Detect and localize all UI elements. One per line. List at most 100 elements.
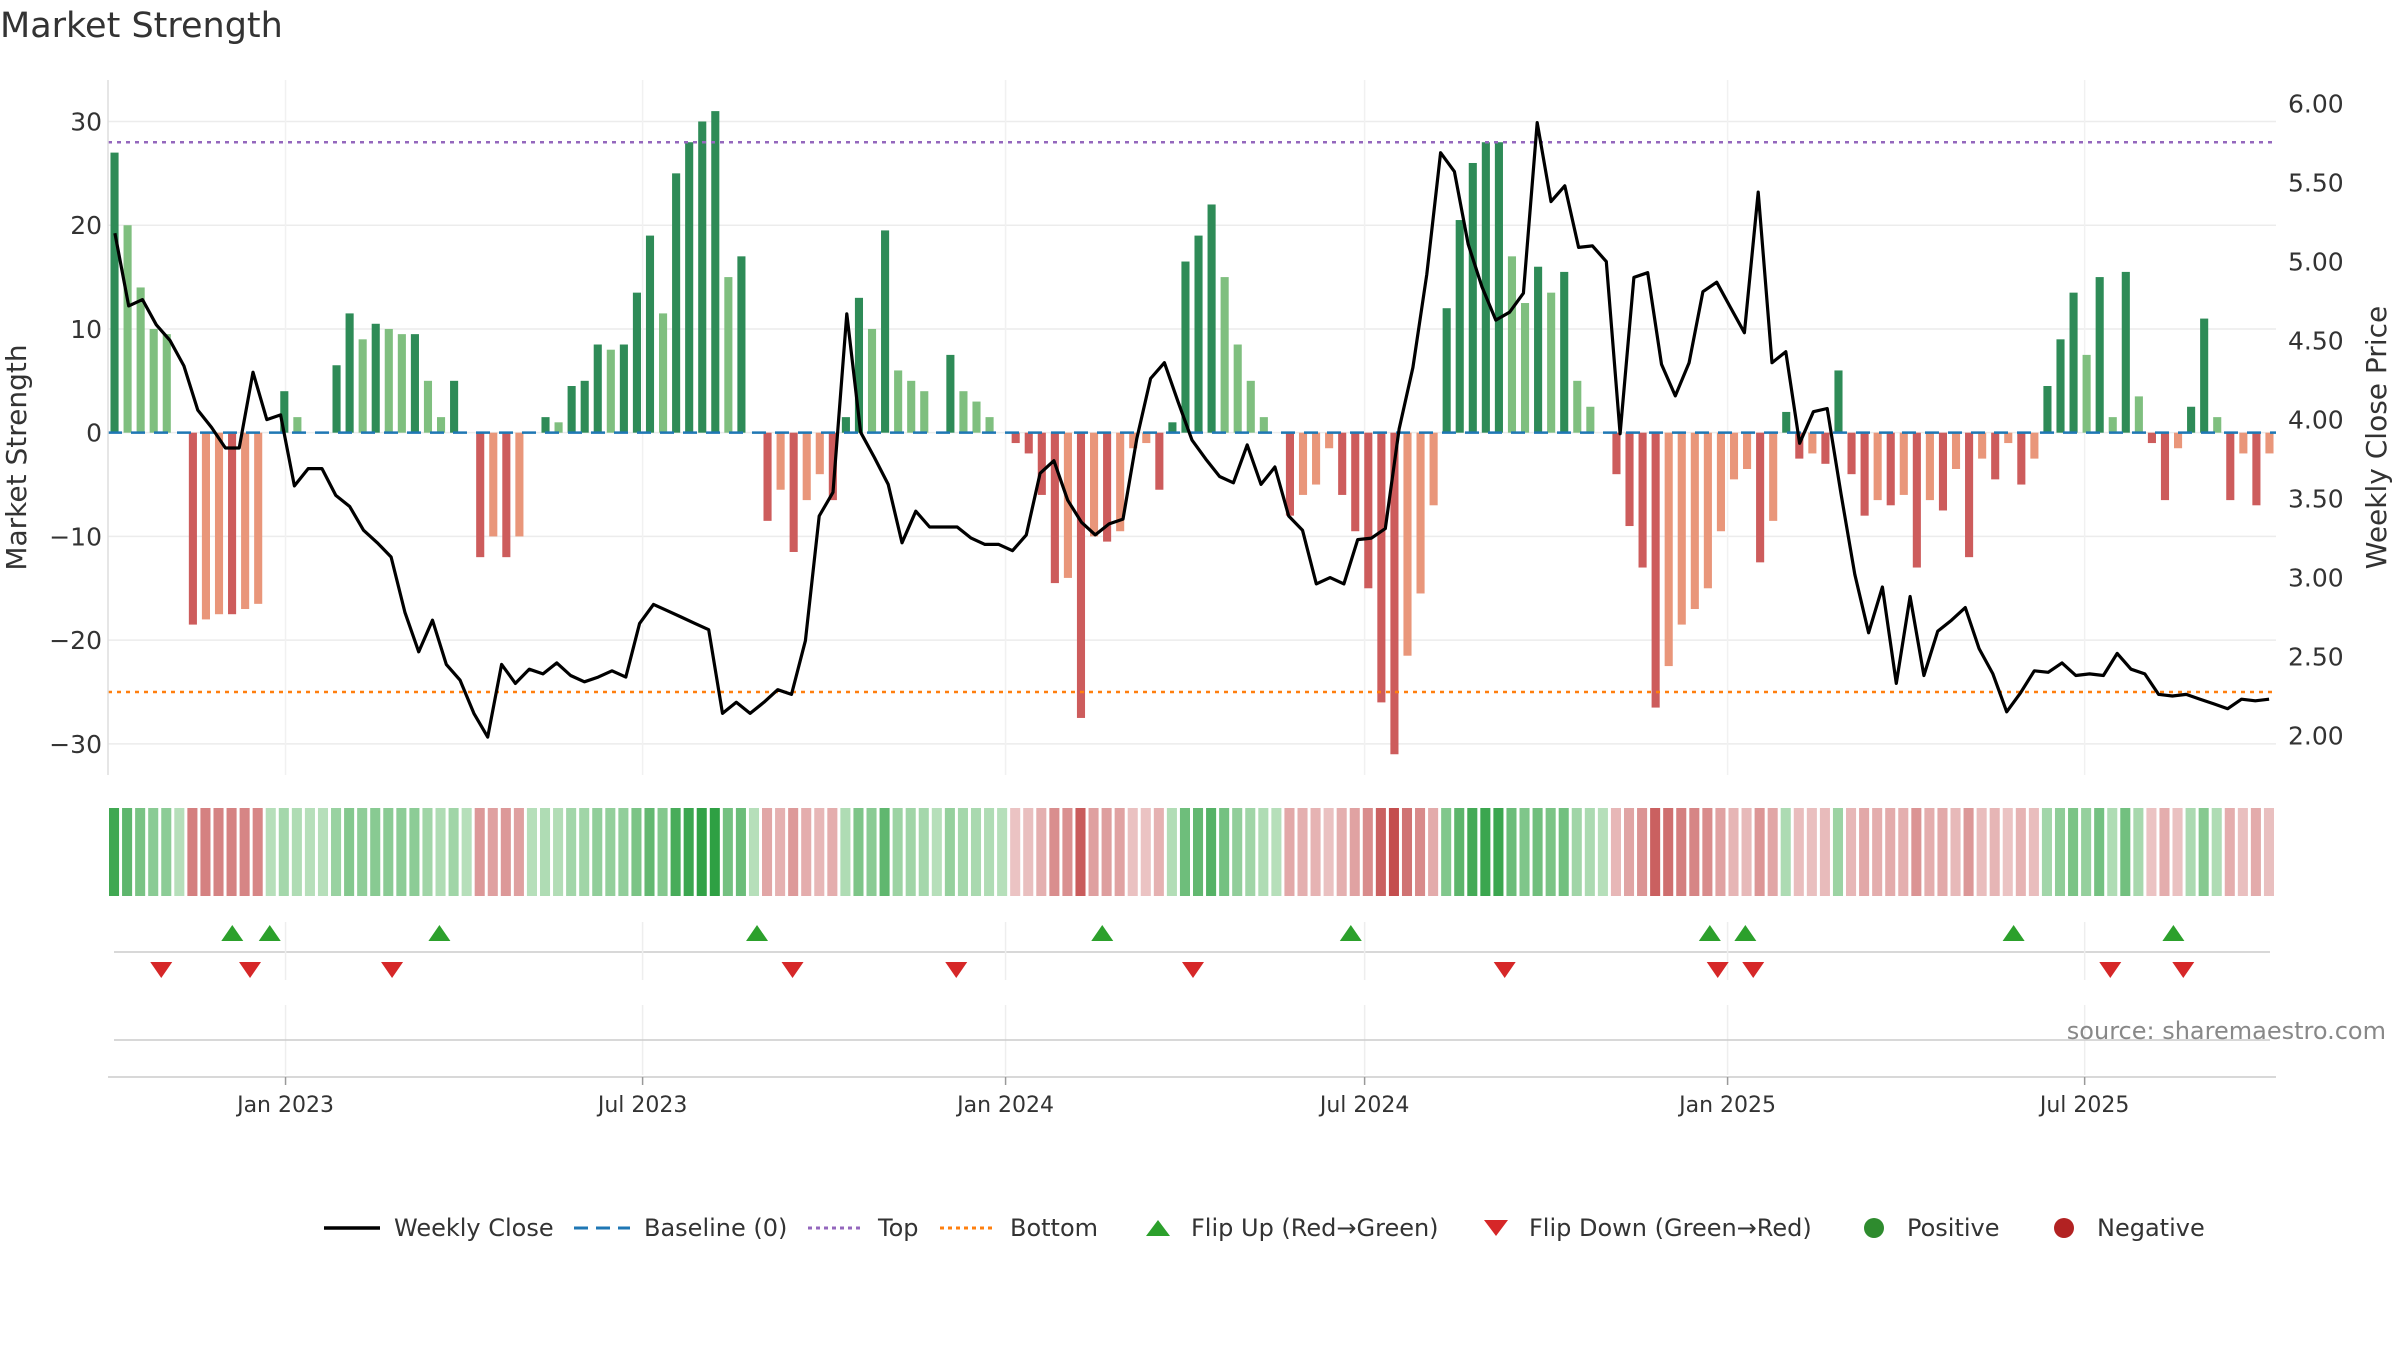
heat-cell bbox=[1271, 808, 1282, 896]
heat-cell bbox=[2146, 808, 2157, 896]
heat-cell bbox=[931, 808, 942, 896]
strength-bar bbox=[228, 432, 237, 615]
flip-up-marker bbox=[258, 925, 281, 941]
strength-bar bbox=[606, 349, 615, 433]
strength-bar bbox=[972, 401, 981, 433]
legend-circle-icon bbox=[1864, 1218, 1884, 1238]
strength-bar bbox=[1129, 432, 1138, 449]
strength-bar bbox=[1168, 422, 1177, 433]
weekly-close-line bbox=[113, 120, 2270, 739]
strength-bar bbox=[515, 432, 524, 537]
heat-cell bbox=[1219, 808, 1230, 896]
source-label: source: sharemaestro.com bbox=[2066, 1017, 2386, 1045]
heat-cell bbox=[1336, 808, 1347, 896]
strength-bar bbox=[815, 432, 824, 475]
strength-bar bbox=[1938, 432, 1948, 511]
heat-cell bbox=[1950, 808, 1961, 896]
strength-bar bbox=[489, 432, 498, 537]
strength-bar bbox=[2213, 417, 2222, 433]
legend-dotted-icon bbox=[940, 1226, 996, 1230]
strength-bar bbox=[1142, 432, 1151, 444]
y-left-tick-label: 0 bbox=[86, 419, 102, 448]
heat-cell bbox=[1702, 808, 1713, 896]
heat-cell bbox=[1898, 808, 1909, 896]
strength-bar bbox=[841, 417, 850, 433]
heat-cell bbox=[1193, 808, 1204, 896]
flip-up-marker bbox=[428, 925, 451, 941]
y-left-axis-title: Market Strength bbox=[0, 344, 33, 570]
heat-cell bbox=[1153, 808, 1164, 896]
legend-item: Top bbox=[806, 1208, 919, 1248]
flip-down-marker bbox=[1706, 962, 1729, 978]
strength-bar bbox=[1390, 432, 1399, 755]
strength-bar bbox=[672, 173, 681, 433]
legend-label: Baseline (0) bbox=[644, 1214, 788, 1242]
heat-cell bbox=[422, 808, 433, 896]
strength-bar bbox=[1782, 411, 1791, 433]
strength-bar bbox=[1586, 406, 1595, 433]
heat-cell bbox=[1206, 808, 1217, 896]
strength-bar bbox=[123, 225, 132, 433]
heat-cell bbox=[1401, 808, 1413, 896]
heat-cell bbox=[853, 808, 864, 896]
strength-bar bbox=[1220, 277, 1229, 433]
y-right-axis-title: Weekly Close Price bbox=[2360, 306, 2393, 569]
heat-cell bbox=[2237, 808, 2248, 896]
strength-bar bbox=[384, 328, 393, 433]
strength-bar bbox=[1560, 271, 1569, 433]
strength-bar bbox=[1625, 432, 1634, 527]
legend-dotted-icon bbox=[808, 1226, 864, 1230]
heat-cell bbox=[474, 808, 485, 896]
heat-cell bbox=[148, 808, 159, 896]
strength-bar bbox=[476, 432, 485, 558]
heat-cell bbox=[1388, 808, 1399, 896]
strength-bar bbox=[2252, 432, 2261, 506]
heat-cell bbox=[1584, 808, 1595, 896]
axes: 30 20 10 0 −10 −20 −30 6.00 5.50 5.00 4.50 4.00 3.50… bbox=[0, 80, 2393, 775]
strength-bar bbox=[802, 432, 811, 501]
heat-cell bbox=[579, 808, 590, 896]
heat-cell bbox=[1232, 808, 1243, 896]
strength-bar bbox=[136, 287, 145, 433]
strength-bar bbox=[1259, 417, 1268, 433]
strength-bar bbox=[1246, 380, 1255, 433]
strength-bars bbox=[110, 111, 2274, 755]
heat-cell bbox=[1140, 808, 1151, 896]
strength-bar bbox=[2147, 432, 2156, 444]
legend-label: Top bbox=[878, 1214, 919, 1242]
heat-cell bbox=[1846, 808, 1857, 896]
heat-cell bbox=[696, 808, 707, 896]
strength-bar bbox=[1756, 432, 1765, 563]
heat-cell bbox=[539, 808, 551, 896]
legend-label: Flip Down (Green→Red) bbox=[1529, 1214, 1812, 1242]
heat-cell bbox=[1780, 808, 1791, 896]
strength-bar bbox=[541, 417, 550, 433]
strength-bar bbox=[2108, 417, 2117, 433]
legend-line-icon bbox=[324, 1226, 380, 1230]
strength-bar bbox=[1716, 432, 1725, 532]
heat-cell bbox=[735, 808, 746, 896]
heat-cell bbox=[461, 808, 472, 896]
strength-bar bbox=[423, 380, 433, 433]
heat-cell bbox=[997, 808, 1008, 896]
legend-label: Bottom bbox=[1010, 1214, 1099, 1242]
legend-item: Weekly Close bbox=[322, 1208, 554, 1248]
y-right-tick-label: 4.50 bbox=[2288, 327, 2344, 356]
strength-bar bbox=[645, 235, 655, 433]
x-tick-label: Jan 2025 bbox=[1677, 1093, 1776, 1118]
strength-bar bbox=[1677, 432, 1686, 625]
heat-cell bbox=[1767, 808, 1778, 896]
strength-bar bbox=[1364, 432, 1373, 589]
heat-cell bbox=[1741, 808, 1752, 896]
strength-bar bbox=[201, 432, 211, 620]
heat-cell bbox=[278, 808, 289, 896]
strength-bar bbox=[1821, 432, 1830, 464]
heat-cell bbox=[605, 808, 616, 896]
heat-cell bbox=[1545, 808, 1556, 896]
strength-bar bbox=[188, 432, 197, 625]
y-left-tick-label: −10 bbox=[49, 522, 102, 551]
strength-bar bbox=[1338, 432, 1347, 495]
strength-bar bbox=[2095, 277, 2104, 433]
strength-bar bbox=[1494, 142, 1503, 433]
strength-bar bbox=[1795, 432, 1804, 459]
